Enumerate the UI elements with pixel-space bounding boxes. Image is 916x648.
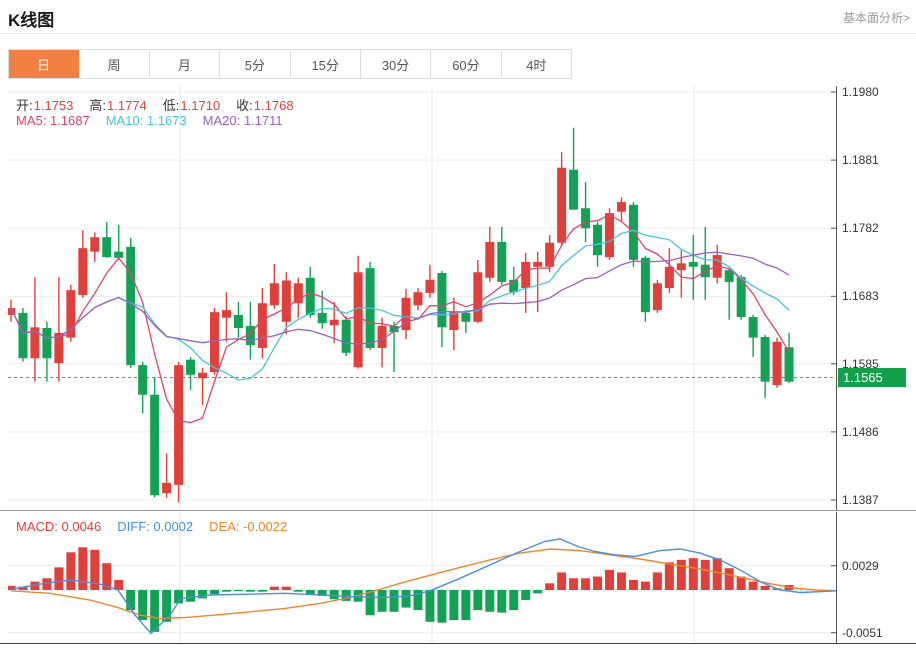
legend-item: 低:1.1710 (162, 98, 221, 113)
legend-item: 高:1.1774 (89, 98, 147, 113)
price-axis-label: 1.1486 (842, 424, 879, 439)
ohlc-legend: 开:1.1753 高:1.1774 低:1.1710 收:1.1768 (16, 95, 310, 114)
price-axis-label: 1.1782 (842, 221, 879, 236)
fundamental-analysis-link[interactable]: 基本面分析> (842, 11, 910, 25)
legend-item: MACD: 0.0046 (16, 519, 102, 534)
page-title: K线图 (8, 11, 55, 30)
header-divider (0, 33, 916, 34)
legend-item: MA20: 1.1711 (202, 113, 283, 128)
legend-item: DEA: -0.0022 (209, 519, 288, 534)
macd-axis-label: 0.0029 (842, 558, 879, 573)
price-axis-label: 1.1881 (842, 153, 879, 168)
period-tab-6[interactable]: 60分 (431, 50, 502, 78)
period-tab-4[interactable]: 15分 (291, 50, 361, 78)
period-tab-5[interactable]: 30分 (361, 50, 432, 78)
price-axis-label: 1.1683 (842, 289, 879, 304)
macd-legend: MACD: 0.0046 DIFF: 0.0002 DEA: -0.0022 (16, 519, 303, 534)
period-tab-3[interactable]: 5分 (220, 50, 291, 78)
period-tab-1[interactable]: 周 (79, 50, 150, 78)
ma-legend: MA5: 1.1687 MA10: 1.1673 MA20: 1.1711 (16, 113, 299, 128)
macd-axis-label: -0.0051 (842, 625, 883, 640)
pane-separator-line (0, 510, 916, 511)
period-tab-0[interactable]: 日 (9, 50, 80, 78)
chart-bottom-border (0, 643, 916, 644)
period-tab-7[interactable]: 4时 (526, 57, 547, 73)
macd-chart[interactable] (8, 512, 837, 643)
price-axis-label: 1.1585 (842, 356, 879, 371)
legend-item: DIFF: 0.0002 (117, 519, 194, 534)
current-price-badge: 1.1565 (838, 367, 906, 387)
period-tab-2[interactable]: 月 (150, 50, 221, 78)
legend-item: 开:1.1753 (16, 98, 74, 113)
price-axis-label: 1.1387 (842, 493, 879, 507)
price-axis-label: 1.1980 (842, 85, 879, 99)
candlestick-chart[interactable] (8, 86, 837, 510)
legend-item: MA10: 1.1673 (105, 113, 187, 128)
legend-item: MA5: 1.1687 (16, 113, 90, 128)
legend-item: 收:1.1768 (236, 98, 294, 113)
period-tabbar: 日周月 5分 15分 30分 60分 4时 (8, 49, 572, 79)
